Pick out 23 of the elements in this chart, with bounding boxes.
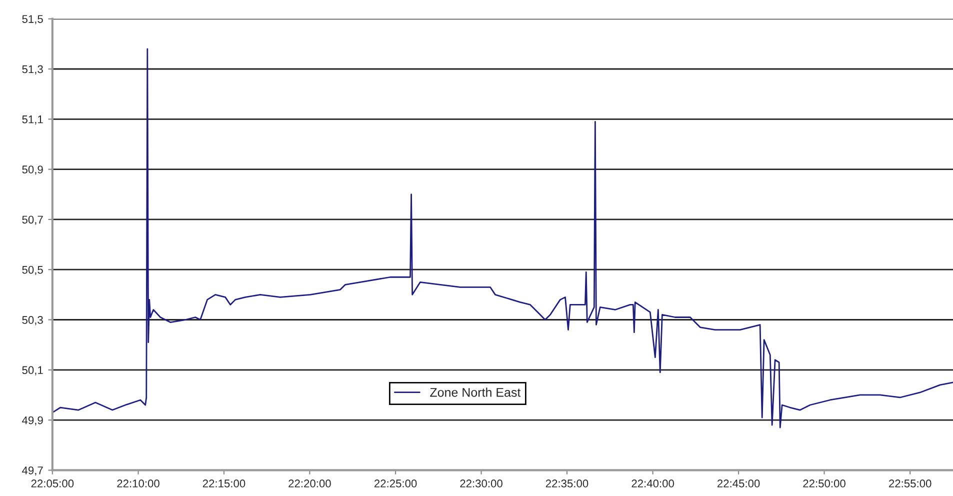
x-tick-label: 22:40:00 xyxy=(632,480,674,488)
y-tick-label: 50,5 xyxy=(22,266,43,276)
legend-label: Zone North East xyxy=(430,388,521,397)
x-tick-label: 22:35:00 xyxy=(546,480,588,488)
x-tick-label: 22:30:00 xyxy=(460,480,502,488)
x-tick-label: 22:15:00 xyxy=(202,480,246,488)
line-series xyxy=(52,48,953,428)
y-tick-label: 49,7 xyxy=(22,466,43,476)
y-tick-label: 51,5 xyxy=(22,15,43,24)
x-tick-label: 22:45:00 xyxy=(717,480,760,488)
y-tick-label: 51,3 xyxy=(22,65,43,74)
x-tick-label: 22:20:00 xyxy=(288,480,331,488)
x-tick-label: 22:25:00 xyxy=(374,480,417,488)
x-tick-label: 22:10:00 xyxy=(117,480,160,488)
x-tick-label: 22:05:00 xyxy=(31,480,74,488)
x-tick-label: 22:50:00 xyxy=(803,480,846,488)
y-tick-label: 50,3 xyxy=(22,316,43,326)
x-tick-label: 22:55:00 xyxy=(889,480,932,488)
y-tick-label: 51,1 xyxy=(22,116,43,125)
y-tick-label: 49,9 xyxy=(22,416,43,426)
y-tick-label: 50,9 xyxy=(22,166,43,175)
y-tick-label: 50,7 xyxy=(22,216,43,225)
y-tick-label: 50,1 xyxy=(22,366,43,376)
